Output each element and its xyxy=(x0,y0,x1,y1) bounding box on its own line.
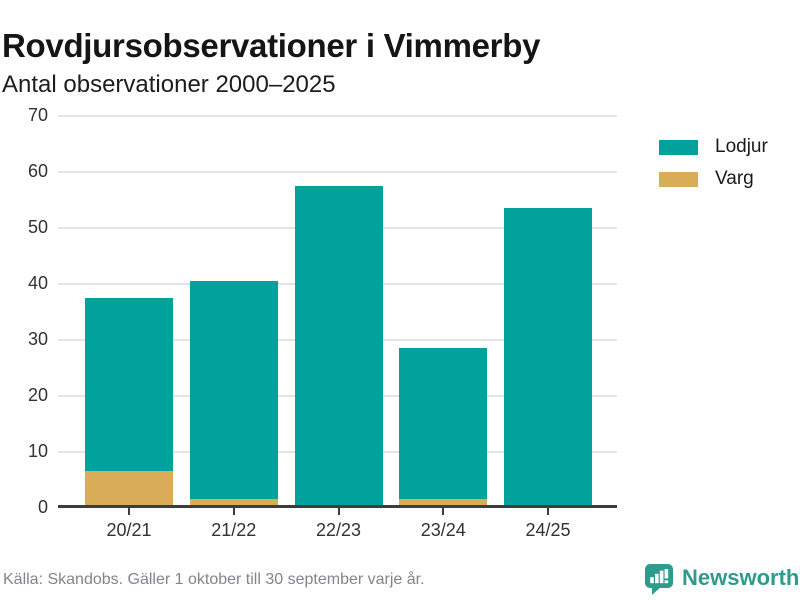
x-tick-label: 24/25 xyxy=(525,520,571,540)
x-tick-label: 22/23 xyxy=(315,520,362,540)
y-tick-label: 50 xyxy=(27,217,48,237)
gridline-60 xyxy=(58,171,617,173)
newsworthy-logo-icon xyxy=(645,564,673,595)
x-tick-label: 23/24 xyxy=(420,520,466,540)
y-tick-label: 30 xyxy=(27,329,48,349)
newsworthy-brand-link[interactable]: Newsworthy xyxy=(644,563,800,596)
x-tick xyxy=(337,508,340,515)
bar-lodjur-20-21 xyxy=(85,297,173,472)
legend-item-varg: Varg xyxy=(659,168,768,190)
bar-varg-20-21 xyxy=(85,471,173,505)
bar-lodjur-24-25 xyxy=(504,208,592,505)
x-tick-label: 21/22 xyxy=(211,520,257,540)
legend-label-varg: Varg xyxy=(715,168,754,189)
legend-label-lodjur: Lodjur xyxy=(715,136,768,157)
y-tick-label: 40 xyxy=(27,273,48,293)
bar-lodjur-23-24 xyxy=(399,348,488,500)
chart-subtitle: Antal observationer 2000–2025 xyxy=(2,71,336,98)
x-tick-label: 20/21 xyxy=(106,520,152,540)
newsworthy-brand-text: Newsworthy xyxy=(682,565,800,590)
source-note: Källa: Skandobs. Gäller 1 oktober till 3… xyxy=(3,571,425,588)
y-tick-label: 10 xyxy=(27,441,48,461)
gridline-70 xyxy=(58,115,617,117)
plot-area: 20/21 21/22 22/23 23/24 24/25 xyxy=(58,115,617,540)
bar-varg-23-24 xyxy=(399,499,488,505)
y-tick-label: 60 xyxy=(27,161,48,181)
x-tick xyxy=(232,508,235,515)
x-tick xyxy=(547,508,549,515)
x-axis-line xyxy=(58,505,617,508)
legend-swatch-varg xyxy=(659,171,698,187)
legend-item-lodjur: Lodjur xyxy=(659,136,768,158)
y-tick-label: 0 xyxy=(37,497,48,517)
y-tick-label: 70 xyxy=(27,105,48,125)
x-tick xyxy=(128,508,130,515)
chart-title: Rovdjursobservationer i Vimmerby xyxy=(2,27,541,65)
bar-lodjur-22-23 xyxy=(294,185,383,505)
y-tick-label: 20 xyxy=(27,385,48,405)
legend: Lodjur Varg xyxy=(659,136,768,200)
legend-swatch-lodjur xyxy=(659,139,698,155)
bar-varg-21-22 xyxy=(189,499,278,505)
bar-lodjur-21-22 xyxy=(189,281,278,500)
x-tick xyxy=(442,508,445,515)
